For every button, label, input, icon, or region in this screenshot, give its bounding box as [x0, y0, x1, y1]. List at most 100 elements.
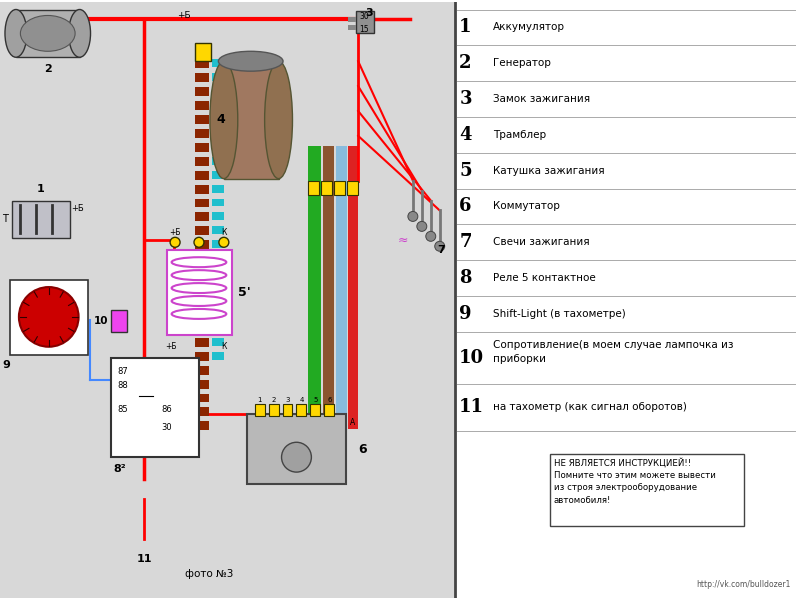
Bar — [550, 454, 744, 526]
Bar — [195, 421, 209, 430]
Text: 7: 7 — [459, 233, 472, 251]
Bar — [212, 101, 224, 109]
Text: ≈: ≈ — [398, 234, 408, 247]
Text: Трамблер: Трамблер — [493, 130, 546, 140]
Text: +Б: +Б — [170, 228, 181, 237]
Text: 7: 7 — [438, 245, 446, 255]
Bar — [195, 394, 209, 403]
Text: 5: 5 — [313, 397, 318, 403]
Text: на тахометр (как сигнал оборотов): на тахометр (как сигнал оборотов) — [493, 403, 687, 412]
Circle shape — [426, 232, 436, 241]
Circle shape — [434, 241, 445, 251]
Text: 6: 6 — [459, 197, 472, 215]
Bar — [10, 280, 87, 355]
Bar — [195, 352, 209, 361]
Text: 2: 2 — [271, 397, 276, 403]
Bar — [195, 241, 209, 249]
Bar — [324, 404, 334, 416]
Text: 4: 4 — [299, 397, 304, 403]
Bar — [212, 282, 224, 290]
Bar — [212, 87, 224, 95]
Bar — [297, 404, 306, 416]
Text: Замок зажигания: Замок зажигания — [493, 94, 590, 104]
Bar — [195, 43, 211, 61]
Bar — [111, 310, 127, 332]
Text: T: T — [2, 214, 8, 224]
Text: 87: 87 — [118, 367, 128, 376]
Bar — [309, 181, 319, 194]
Bar — [212, 338, 224, 346]
Bar — [348, 146, 358, 430]
Bar — [212, 226, 224, 235]
Bar — [356, 11, 374, 34]
Text: приборки: приборки — [493, 354, 546, 364]
Text: НЕ ЯВЛЯЕТСЯ ИНСТРУКЦИЕЙ!!
Помните что этим можете вывести
из строя электрооборуд: НЕ ЯВЛЯЕТСЯ ИНСТРУКЦИЕЙ!! Помните что эт… — [554, 458, 716, 505]
Text: Аккумулятор: Аккумулятор — [493, 22, 565, 32]
Bar — [347, 181, 358, 194]
Bar — [212, 310, 224, 318]
Ellipse shape — [265, 61, 293, 179]
Circle shape — [417, 221, 426, 232]
Text: 4: 4 — [217, 113, 226, 127]
Text: Генератор: Генератор — [493, 58, 551, 68]
Bar — [212, 254, 224, 262]
Text: 2: 2 — [44, 64, 52, 74]
Circle shape — [170, 238, 180, 247]
Text: 4: 4 — [459, 126, 472, 144]
Ellipse shape — [218, 51, 283, 71]
Ellipse shape — [5, 10, 27, 57]
Bar — [195, 185, 209, 194]
Text: Коммутатор: Коммутатор — [493, 202, 560, 211]
Text: 10: 10 — [94, 316, 109, 326]
Text: +Б: +Б — [166, 342, 177, 351]
Bar — [246, 415, 346, 484]
Text: 15: 15 — [359, 25, 369, 34]
Bar — [212, 324, 224, 332]
Text: 5: 5 — [459, 161, 472, 179]
Bar — [195, 254, 209, 263]
Bar — [212, 352, 224, 359]
Text: фото №3: фото №3 — [185, 569, 233, 578]
Bar — [348, 25, 356, 31]
Text: 8²: 8² — [114, 464, 126, 474]
Bar — [212, 241, 224, 248]
Bar — [195, 129, 209, 138]
Text: http://vk.com/bulldozer1: http://vk.com/bulldozer1 — [697, 580, 791, 589]
Text: 6: 6 — [358, 443, 366, 456]
Bar — [212, 143, 224, 151]
Bar — [195, 157, 209, 166]
Bar — [212, 296, 224, 304]
Bar — [195, 380, 209, 389]
Bar — [310, 404, 320, 416]
Text: 85: 85 — [118, 405, 128, 414]
Ellipse shape — [69, 10, 90, 57]
Bar — [212, 170, 224, 179]
Text: Сопротивление(в моем случае лампочка из: Сопротивление(в моем случае лампочка из — [493, 340, 734, 350]
Text: Катушка зажигания: Катушка зажигания — [493, 166, 605, 176]
Text: 6: 6 — [327, 397, 331, 403]
Bar — [195, 73, 209, 82]
Text: 11: 11 — [137, 554, 152, 563]
Text: 86: 86 — [161, 405, 172, 414]
Bar — [269, 404, 278, 416]
Bar — [322, 181, 332, 194]
Text: Shift-Light (в тахометре): Shift-Light (в тахометре) — [493, 309, 626, 319]
Bar — [212, 115, 224, 123]
Text: A: A — [350, 418, 355, 427]
Text: 30: 30 — [359, 13, 369, 22]
Text: +Б: +Б — [178, 11, 191, 20]
Circle shape — [408, 211, 418, 221]
Text: 5': 5' — [238, 286, 250, 299]
Bar — [0, 2, 455, 598]
Ellipse shape — [20, 16, 75, 51]
Text: 1: 1 — [37, 184, 45, 194]
Bar — [111, 358, 199, 457]
Circle shape — [19, 287, 78, 347]
Bar — [195, 212, 209, 221]
Bar — [195, 170, 209, 179]
Bar — [195, 59, 209, 68]
Text: 10: 10 — [459, 349, 484, 367]
Bar — [323, 146, 334, 430]
Bar — [455, 2, 796, 598]
Bar — [167, 250, 232, 335]
